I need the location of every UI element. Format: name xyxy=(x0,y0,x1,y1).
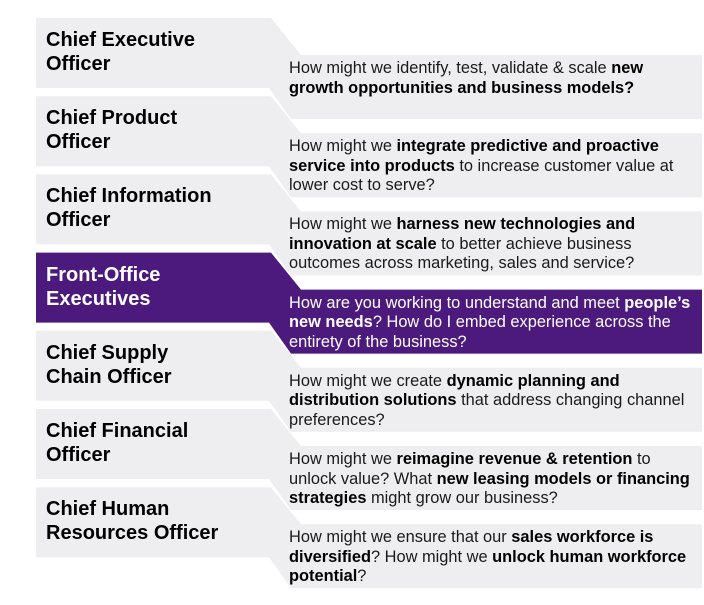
role-label: Chief Supply Chain Officer xyxy=(46,341,276,389)
question-emphasis: dynamic planning and distribution soluti… xyxy=(289,371,620,410)
question-text: How are you working to understand and me… xyxy=(289,294,699,353)
row-shape xyxy=(36,487,702,589)
question-text: How might we ensure that our sales workf… xyxy=(289,528,699,587)
question-segment: How might we identify, test, validate & … xyxy=(289,59,612,77)
question-text: How might we harness new technologies an… xyxy=(289,215,699,274)
question-segment: How might we xyxy=(289,450,397,468)
role-label: Chief Executive Officer xyxy=(46,28,276,76)
role-label-line: Officer xyxy=(46,53,111,75)
question-segment: How are you working to understand and me… xyxy=(289,293,625,312)
role-label: Front-Office Executives xyxy=(46,263,276,311)
question-segment: to better achieve business outcomes acro… xyxy=(289,234,635,273)
role-label-line: Chief Supply xyxy=(46,341,169,364)
question-emphasis: new leasing models or financing strategi… xyxy=(289,469,690,508)
question-emphasis: people’s new needs xyxy=(289,293,691,332)
role-label: Chief Product Officer xyxy=(46,106,276,154)
role-label-line: Executives xyxy=(46,287,151,310)
row-shape xyxy=(36,330,702,432)
question-emphasis: unlock human workforce potential xyxy=(289,547,687,586)
question-segment: to unlock value? What xyxy=(289,450,651,488)
question-emphasis: reimagine revenue & retention xyxy=(396,450,633,468)
role-label-line: Chief Information xyxy=(46,185,212,208)
question-segment: How might we xyxy=(289,137,397,156)
role-label-line: Chief Financial xyxy=(46,420,189,442)
question-segment: How might we ensure that our xyxy=(289,528,512,547)
question-segment: might grow our business? xyxy=(366,489,558,507)
question-segment: How might we create xyxy=(289,371,447,390)
role-label: Chief Human Resources Officer xyxy=(46,497,276,545)
question-emphasis: sales workforce is diversified xyxy=(289,528,654,566)
question-emphasis: integrate predictive and proactive servi… xyxy=(289,137,659,175)
question-segment: ? xyxy=(357,567,367,586)
question-text: How might we reimagine revenue & retenti… xyxy=(289,450,699,509)
question-segment: that address changing channel preference… xyxy=(289,391,685,429)
question-emphasis: harness new technologies and innovation … xyxy=(289,215,636,253)
role-label: Chief Financial Officer xyxy=(46,419,276,467)
role-label-line: Chief Product xyxy=(46,107,178,130)
question-segment: How might we xyxy=(289,215,397,234)
role-label: Chief Information Officer xyxy=(46,184,276,232)
row-shape-highlighted xyxy=(36,252,702,354)
question-segment: ? How do I embed experience across the e… xyxy=(289,313,671,351)
role-label-line: Officer xyxy=(46,444,111,466)
question-text: How might we integrate predictive and pr… xyxy=(289,137,699,196)
row-shape xyxy=(36,18,702,119)
question-emphasis: new growth opportunities and business mo… xyxy=(289,59,644,97)
role-label-line: Front-Office xyxy=(46,263,161,286)
role-label-line: Officer xyxy=(46,131,111,154)
role-label-line: Chief Executive xyxy=(46,29,195,51)
role-label-line: Chief Human xyxy=(46,498,170,521)
role-label-line: Chain Officer xyxy=(46,365,172,388)
role-label-line: Officer xyxy=(46,209,111,232)
question-segment: to increase customer value at lower cost… xyxy=(289,156,674,195)
question-text: How might we identify, test, validate & … xyxy=(289,59,699,98)
row-shape xyxy=(36,409,702,510)
row-shape xyxy=(36,174,702,276)
question-text: How might we create dynamic planning and… xyxy=(289,372,699,431)
question-segment: ? How might we xyxy=(371,547,493,566)
row-shape xyxy=(36,96,702,198)
role-label-line: Resources Officer xyxy=(46,522,219,545)
